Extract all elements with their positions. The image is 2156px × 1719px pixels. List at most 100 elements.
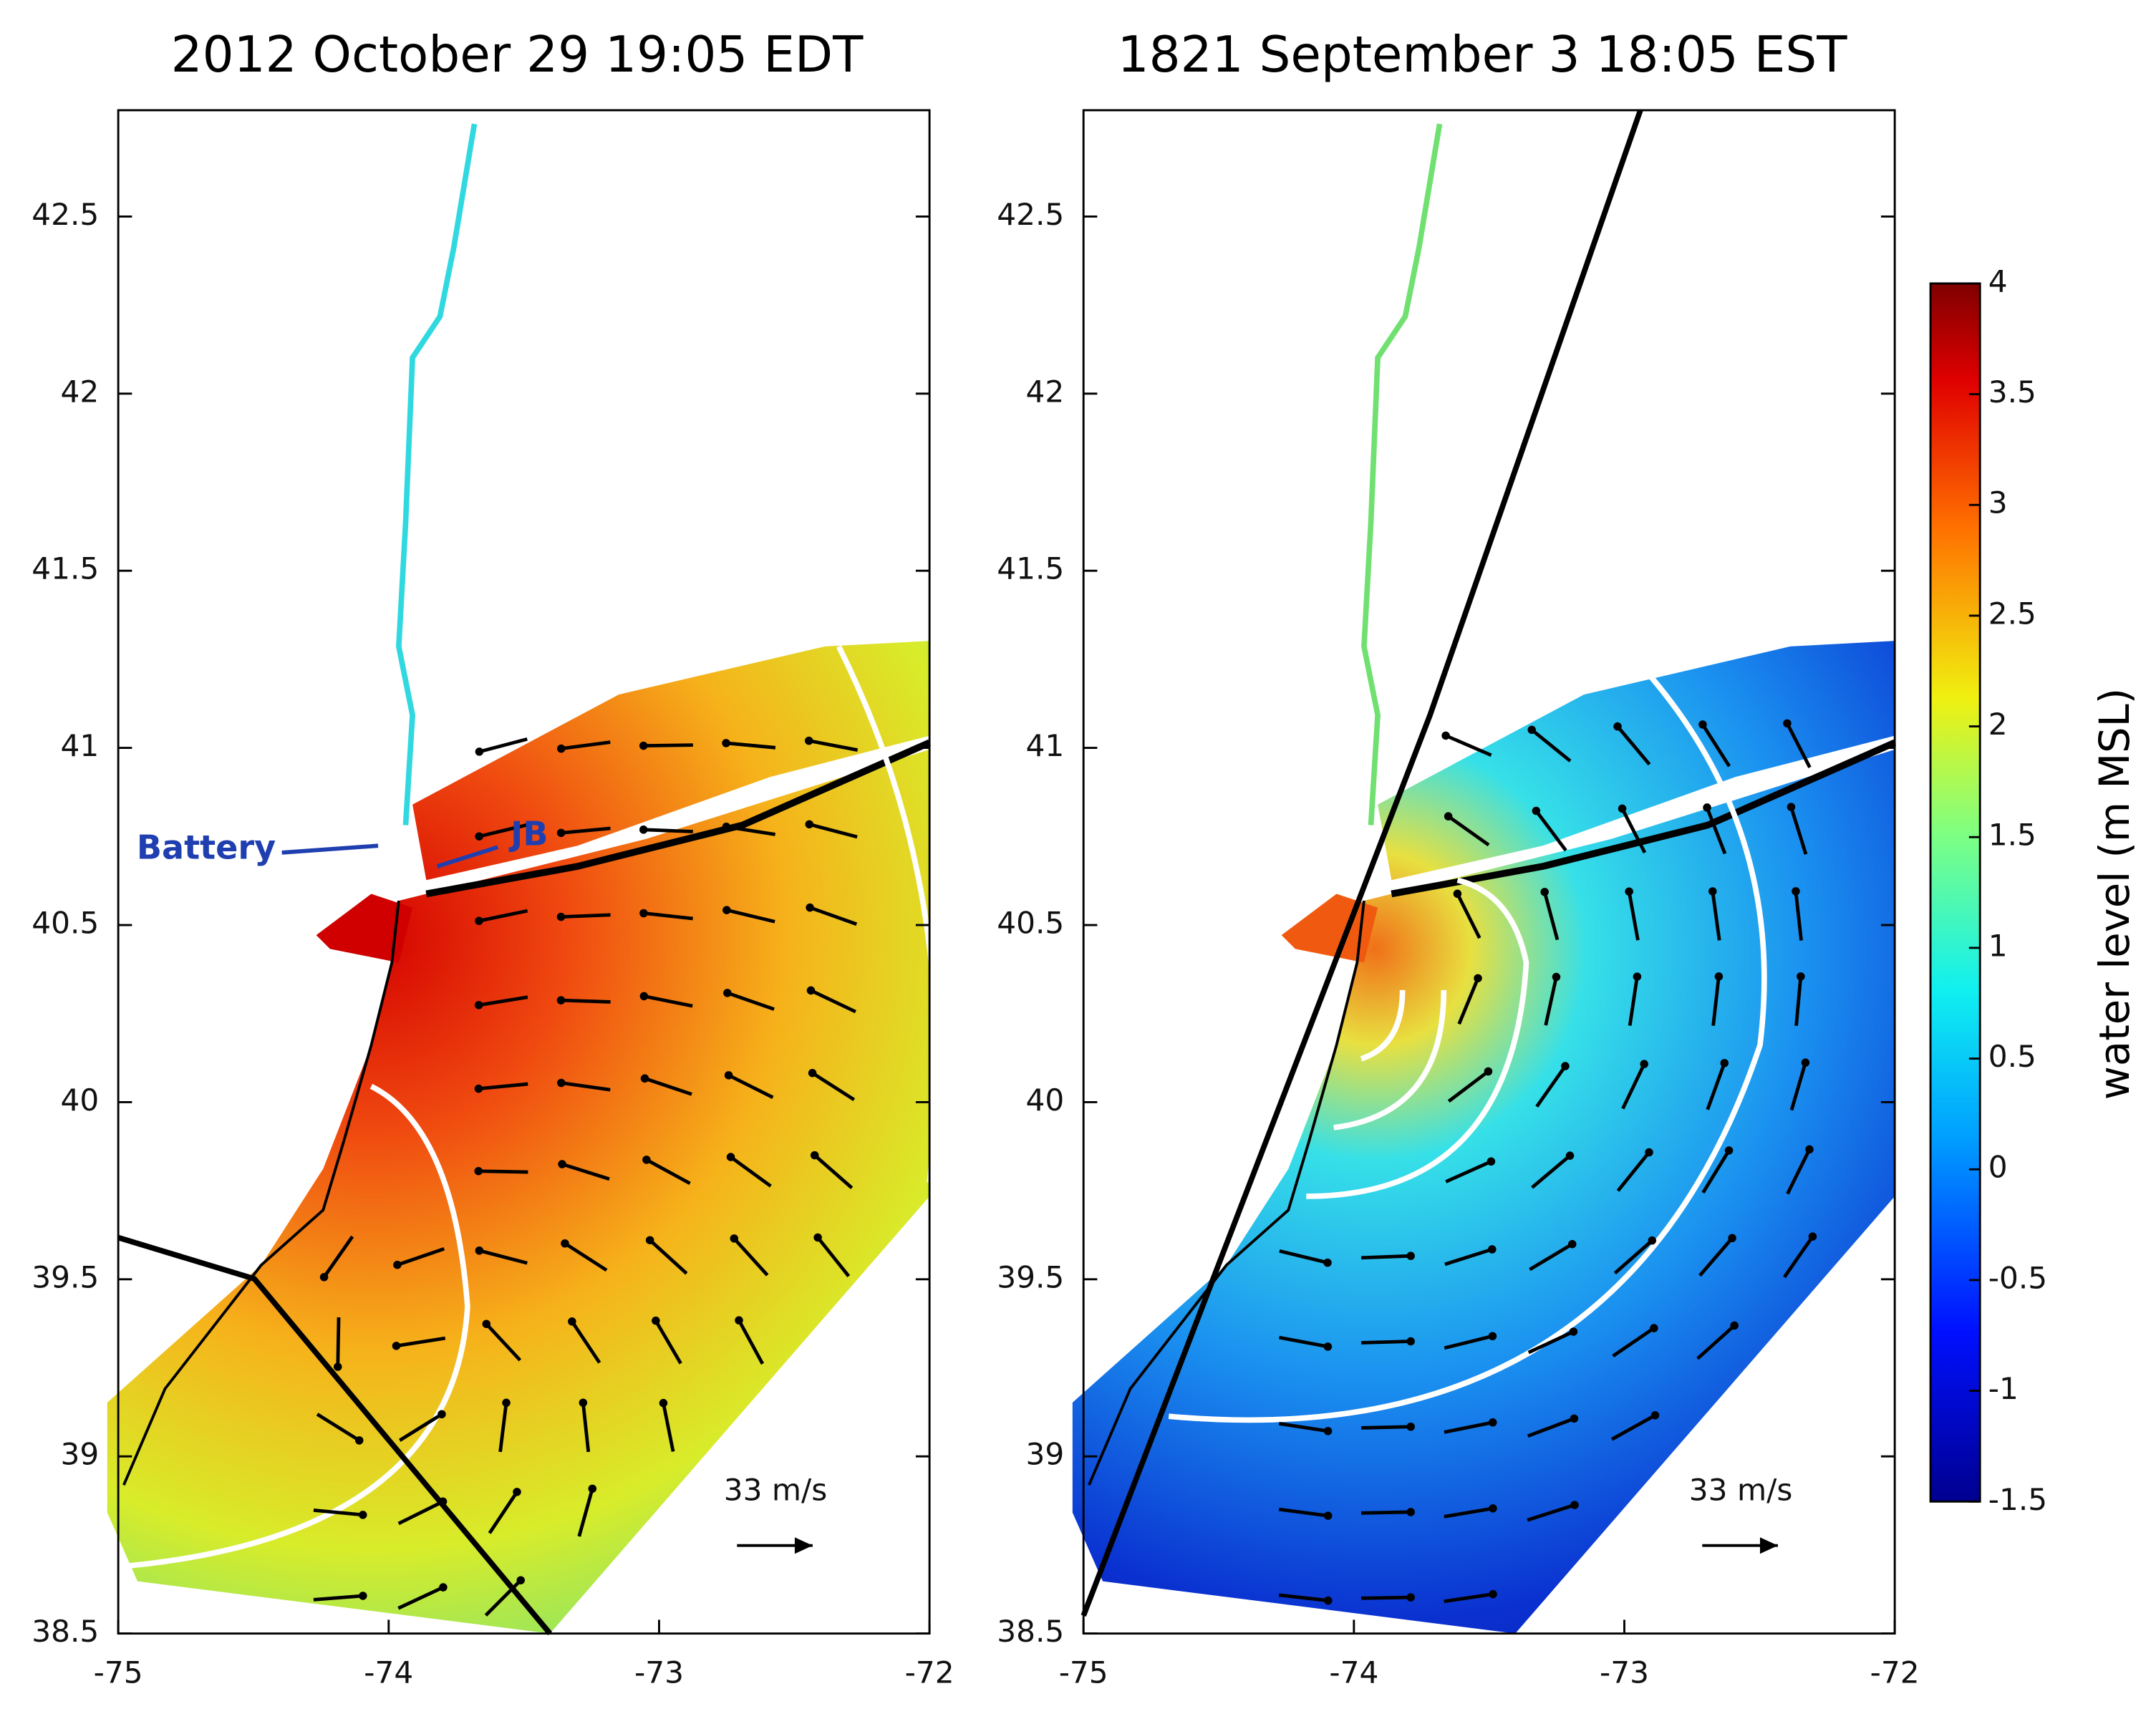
wind-arrow xyxy=(1783,1235,1814,1279)
wind-arrow xyxy=(1278,1507,1329,1518)
wind-arrow xyxy=(816,1236,851,1277)
y-tick-label: 38.5 xyxy=(997,1614,1064,1649)
arrow-head xyxy=(1540,888,1549,896)
arrow-head xyxy=(1323,1511,1333,1520)
sound-field xyxy=(1378,641,1895,881)
arrow-head xyxy=(1569,1327,1578,1336)
colorbar-tick-label: 0 xyxy=(1988,1150,2008,1185)
wind-arrow xyxy=(1613,1239,1653,1275)
arrow-head xyxy=(1488,1332,1497,1341)
y-tick-label: 39.5 xyxy=(997,1259,1064,1294)
colorbar-tick-label: -1 xyxy=(1988,1371,2019,1406)
wind-arrow xyxy=(478,1082,528,1091)
wind-arrow xyxy=(1279,1249,1328,1264)
wind-arrow xyxy=(727,1073,774,1099)
wind-arrow xyxy=(313,1508,364,1517)
colorbar-label: water level (m MSL) xyxy=(2091,688,2139,1100)
wind-arrow xyxy=(1616,725,1651,766)
arrow-head xyxy=(558,1160,566,1168)
wind-arrow xyxy=(336,1317,341,1367)
arrow-head xyxy=(1708,887,1717,896)
arrow-head xyxy=(475,916,483,926)
x-tick-label: -75 xyxy=(1059,1655,1108,1690)
wind-arrow xyxy=(322,1235,354,1279)
wind-arrow xyxy=(478,995,528,1007)
y-tick-label: 42.5 xyxy=(32,197,99,232)
wind-arrow xyxy=(1701,723,1731,768)
y-tick-label: 41 xyxy=(1026,728,1065,763)
wind-arrow xyxy=(1278,1421,1328,1433)
wind-arrow xyxy=(478,909,528,923)
arrow-head xyxy=(1613,722,1622,731)
sound-field xyxy=(412,641,930,881)
wind-arrow xyxy=(561,1081,611,1092)
wind-arrow xyxy=(1711,891,1721,941)
wind-arrow xyxy=(1531,1154,1572,1189)
x-tick-label: -72 xyxy=(1870,1655,1920,1690)
arrow-head xyxy=(639,909,648,918)
arrow-head xyxy=(561,1239,569,1248)
wind-arrow xyxy=(561,740,611,751)
wind-arrow xyxy=(1542,891,1560,941)
wind-arrow xyxy=(1785,722,1812,768)
scale-label: 33 m/s xyxy=(1689,1472,1793,1507)
wind-arrow xyxy=(1544,977,1558,1026)
wind-arrow xyxy=(478,823,528,838)
arrow-head xyxy=(806,986,816,995)
axes-frame xyxy=(1082,109,1896,1635)
wind-arrow xyxy=(397,1246,445,1267)
shoreline xyxy=(1088,900,1365,1486)
arrow-head xyxy=(1808,1232,1817,1241)
wind-arrow xyxy=(485,1322,522,1362)
arrow-head xyxy=(392,1342,401,1350)
wind-arrow xyxy=(1278,1593,1329,1602)
y-tick-label: 40 xyxy=(1026,1083,1065,1118)
wind-arrow xyxy=(581,1402,591,1453)
arrow-head xyxy=(1650,1324,1658,1332)
arrow-head xyxy=(1406,1337,1415,1346)
arrow-head xyxy=(1640,1060,1648,1068)
wind-arrow xyxy=(1701,1149,1731,1194)
wind-arrow xyxy=(488,1491,518,1534)
coastline xyxy=(1391,739,1897,898)
arrow-head xyxy=(475,747,484,756)
river xyxy=(1361,123,1443,825)
bay-field xyxy=(316,894,413,963)
colorbar-tick-label: 3 xyxy=(1988,485,2008,520)
colorbar-tick-label: 2.5 xyxy=(1988,596,2036,631)
wind-arrow xyxy=(498,1402,508,1453)
arrow-head xyxy=(1489,1504,1497,1513)
wind-arrow xyxy=(1447,1070,1489,1103)
y-tick-label: 40.5 xyxy=(997,906,1064,941)
wind-arrow xyxy=(564,1241,608,1272)
arrow-head xyxy=(1444,812,1453,820)
arrow-head xyxy=(482,1319,491,1328)
water-field xyxy=(1072,749,1895,1634)
arrow-head xyxy=(723,989,732,997)
wind-arrow xyxy=(1698,1236,1734,1277)
wind-arrow xyxy=(1456,893,1481,939)
x-tick-label: -75 xyxy=(94,1655,143,1690)
y-tick-label: 42.5 xyxy=(997,197,1064,232)
arrow-head xyxy=(1728,1234,1736,1243)
arrow-head xyxy=(475,1246,484,1255)
wind-arrow xyxy=(813,1153,854,1190)
storm-track xyxy=(1081,109,1643,1617)
wind-arrow xyxy=(1444,1334,1493,1350)
wind-arrow xyxy=(645,1158,691,1186)
wind-arrow xyxy=(1789,806,1808,855)
wind-arrow xyxy=(1444,1247,1493,1267)
arrow-head xyxy=(724,1071,733,1080)
arrow-head xyxy=(639,992,649,1001)
wind-arrow xyxy=(726,908,775,924)
arrow-head xyxy=(1406,1422,1415,1431)
river xyxy=(396,123,478,825)
arrow-head xyxy=(1787,803,1796,811)
colorbar xyxy=(1929,282,1981,1503)
arrow-head xyxy=(1474,974,1482,983)
arrow-head xyxy=(1724,1146,1734,1155)
wind-arrow xyxy=(1616,1151,1650,1192)
arrow-head xyxy=(1714,972,1724,981)
wind-arrow xyxy=(643,743,693,748)
